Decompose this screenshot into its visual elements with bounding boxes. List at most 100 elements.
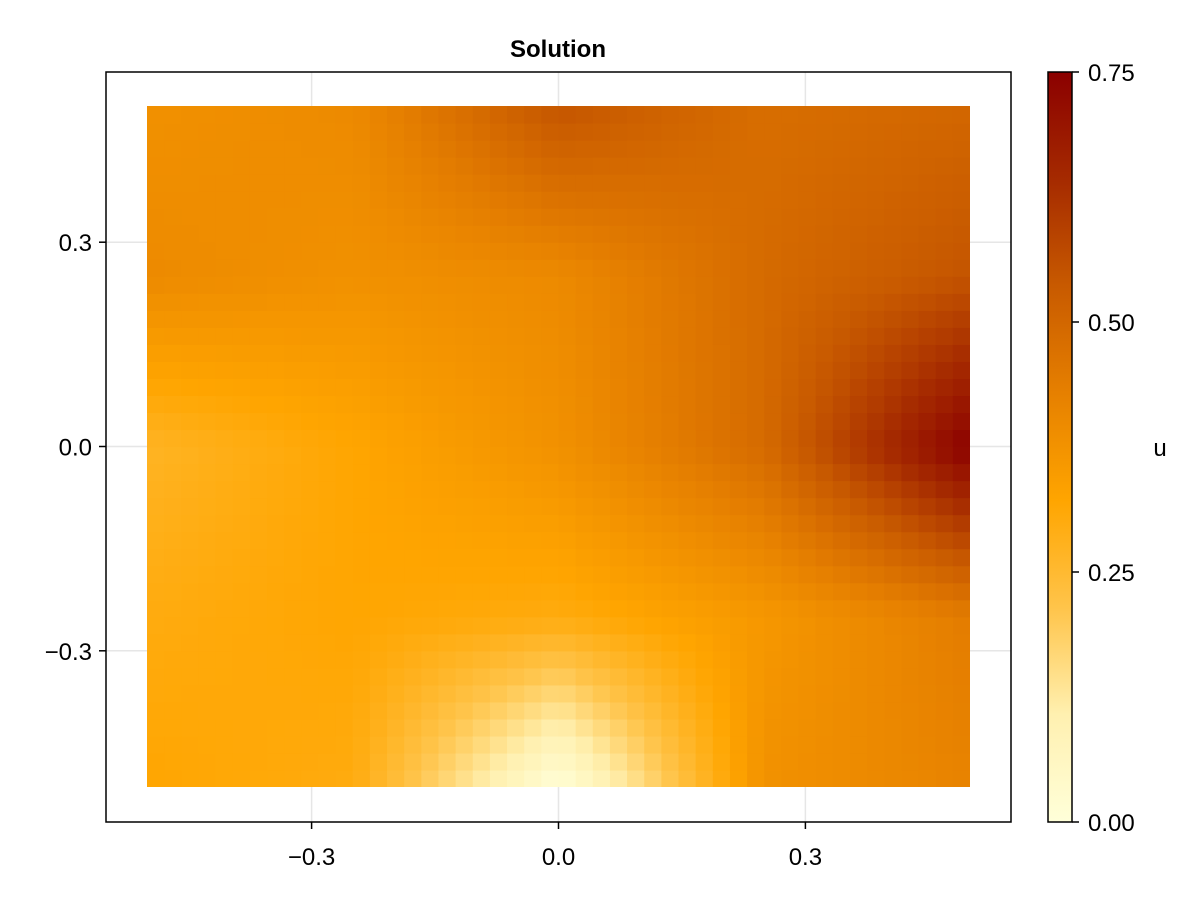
field-cell (147, 548, 165, 567)
field-cell (369, 259, 388, 277)
field-cell (609, 548, 628, 567)
field-cell (267, 463, 285, 482)
field-cell (592, 701, 611, 720)
field-cell (781, 361, 800, 379)
field-cell (335, 514, 354, 533)
field-cell (387, 157, 405, 175)
field-cell (747, 293, 765, 311)
field-cell (661, 684, 680, 703)
field-cell (747, 327, 765, 345)
field-cell (884, 208, 903, 226)
field-cell (438, 701, 457, 720)
field-cell (181, 106, 200, 124)
field-cell (352, 514, 371, 533)
field-cell (318, 701, 337, 720)
field-cell (695, 650, 714, 669)
field-cell (627, 293, 645, 311)
field-cell (181, 446, 200, 465)
field-cell (147, 191, 165, 209)
field-cell (695, 361, 714, 379)
field-cell (438, 480, 457, 499)
field-cell (472, 463, 491, 482)
field-cell (181, 497, 200, 516)
field-cell (695, 582, 714, 601)
field-cell (507, 378, 525, 397)
field-cell (164, 701, 182, 720)
field-cell (232, 157, 251, 175)
field-cell (215, 208, 234, 226)
field-cell (489, 633, 508, 652)
field-cell (421, 276, 440, 294)
field-cell (438, 140, 457, 158)
field-cell (489, 548, 508, 567)
field-cell (335, 327, 354, 345)
field-cell (575, 378, 594, 397)
field-cell (884, 293, 903, 311)
field-cell (404, 106, 422, 124)
field-cell (335, 361, 354, 379)
field-cell (798, 735, 817, 754)
field-cell (181, 633, 200, 652)
field-cell (592, 752, 611, 771)
field-cell (661, 140, 680, 158)
field-cell (181, 123, 200, 141)
field-cell (935, 616, 954, 635)
field-cell (609, 242, 628, 260)
field-cell (352, 429, 371, 448)
field-cell (404, 752, 422, 771)
field-cell (884, 480, 903, 499)
field-cell (524, 378, 542, 397)
field-cell (661, 395, 680, 414)
field-cell (644, 735, 662, 754)
field-cell (524, 225, 542, 243)
field-cell (541, 650, 560, 669)
field-cell (729, 310, 748, 328)
field-cell (815, 140, 834, 158)
field-cell (712, 531, 731, 550)
field-cell (884, 310, 903, 328)
field-cell (729, 701, 748, 720)
field-cell (301, 480, 320, 499)
field-cell (747, 650, 765, 669)
field-cell (438, 718, 457, 737)
field-cell (627, 463, 645, 482)
field-cell (661, 157, 680, 175)
field-cell (781, 548, 800, 567)
field-cell (592, 548, 611, 567)
field-cell (575, 242, 594, 260)
field-cell (609, 344, 628, 362)
field-cell (472, 752, 491, 771)
field-cell (421, 752, 440, 771)
field-cell (798, 701, 817, 720)
field-cell (935, 514, 954, 533)
field-cell (147, 599, 165, 618)
field-cell (387, 429, 405, 448)
field-cell (867, 735, 885, 754)
field-cell (352, 497, 371, 516)
field-cell (627, 599, 645, 618)
field-cell (832, 123, 851, 141)
field-cell (404, 157, 422, 175)
field-cell (507, 123, 525, 141)
field-cell (867, 208, 885, 226)
field-cell (867, 667, 885, 686)
field-cell (867, 429, 885, 448)
field-cell (301, 208, 320, 226)
field-cell (215, 191, 234, 209)
field-cell (507, 276, 525, 294)
field-cell (935, 429, 954, 448)
field-cell (867, 140, 885, 158)
field-cell (901, 480, 920, 499)
field-cell (609, 361, 628, 379)
field-cell (387, 259, 405, 277)
field-cell (661, 735, 680, 754)
field-cell (541, 123, 560, 141)
field-cell (764, 616, 782, 635)
field-cell (747, 276, 765, 294)
field-cell (147, 310, 165, 328)
field-cell (781, 412, 800, 431)
field-cell (644, 463, 662, 482)
field-cell (661, 633, 680, 652)
field-cell (541, 531, 560, 550)
field-cell (198, 429, 217, 448)
